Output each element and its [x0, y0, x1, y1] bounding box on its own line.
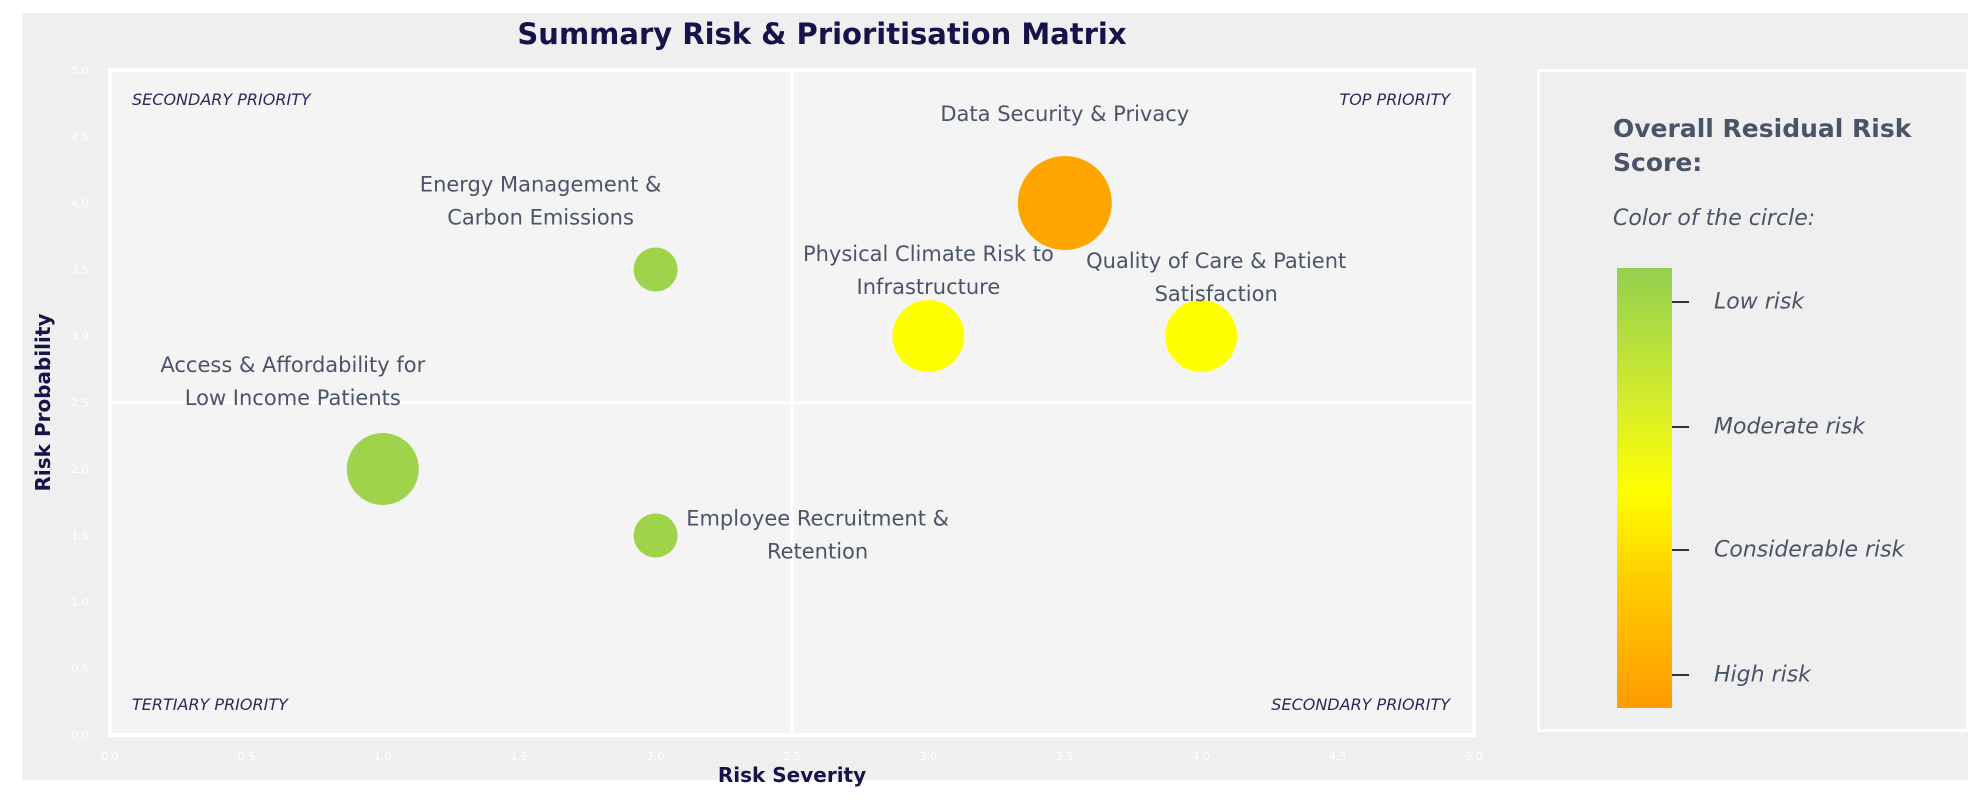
quadrant-label-top-right: TOP PRIORITY [1339, 90, 1451, 109]
legend-tick [1672, 301, 1689, 303]
x-tick-label: 0.5 [238, 750, 256, 763]
bubble-point [633, 247, 678, 292]
bubble-label: Physical Climate Risk to [803, 242, 1054, 266]
quadrant-label-bottom-left: TERTIARY PRIORITY [132, 695, 289, 714]
y-tick-label: 4.5 [71, 131, 89, 144]
bubble-point [346, 433, 419, 505]
y-tick-label: 0.0 [71, 729, 89, 742]
y-tick-label: 2.5 [71, 397, 89, 410]
x-tick-label: 2.5 [783, 750, 801, 763]
bubble-point [1165, 300, 1238, 372]
bubble-label: Carbon Emissions [447, 206, 634, 230]
bubble-label: Infrastructure [857, 275, 1001, 299]
bubble-label: Access & Affordability for [160, 353, 425, 377]
legend-panel: Overall Residual Risk Score: Color of th… [1537, 69, 1969, 732]
bubble-label: Satisfaction [1155, 282, 1278, 306]
x-tick-label: 1.5 [510, 750, 528, 763]
quadrant-label-top-left: SECONDARY PRIORITY [132, 90, 312, 109]
y-tick-label: 3.5 [71, 264, 89, 277]
chart-title: Summary Risk & Prioritisation Matrix [517, 17, 1126, 51]
bubble-point [633, 513, 678, 558]
x-tick-label: 3.5 [1056, 750, 1074, 763]
y-tick-label: 4.0 [71, 197, 89, 210]
legend-tick [1672, 674, 1689, 676]
y-tick-label: 2.0 [71, 463, 89, 476]
bubble-label: Data Security & Privacy [940, 102, 1189, 126]
legend-subtitle: Color of the circle: [1613, 206, 1816, 231]
legend-color-bar [1617, 268, 1672, 708]
y-tick-label: 0.5 [71, 663, 89, 676]
y-tick-label: 1.0 [71, 596, 89, 609]
quadrant-label-bottom-right: SECONDARY PRIORITY [1271, 695, 1451, 714]
bubble-point [892, 300, 965, 372]
bubble-label: Retention [767, 540, 868, 564]
y-axis-label: Risk Probability [31, 314, 55, 492]
y-tick-label: 3.0 [71, 330, 89, 343]
bubble-label: Energy Management & [420, 173, 662, 197]
bubble-label: Low Income Patients [185, 386, 401, 410]
bubble-point [1017, 156, 1112, 250]
legend-tick [1672, 426, 1689, 428]
bubble-label: Quality of Care & Patient [1086, 249, 1346, 273]
x-tick-label: 3.0 [920, 750, 938, 763]
x-tick-label: 1.0 [374, 750, 392, 763]
x-tick-label: 0.0 [101, 750, 119, 763]
x-tick-label: 4.5 [1329, 750, 1347, 763]
legend-label-low: Low risk [1714, 289, 1805, 315]
y-tick-label: 1.5 [71, 530, 89, 543]
legend-label-considerable: Considerable risk [1714, 537, 1905, 563]
bubble-label: Employee Recruitment & [686, 507, 949, 531]
x-axis-label: Risk Severity [718, 763, 866, 787]
x-tick-label: 4.0 [1192, 750, 1210, 763]
y-tick-label: 5.0 [71, 64, 89, 77]
x-tick-label: 2.0 [647, 750, 665, 763]
x-tick-label: 5.0 [1465, 750, 1483, 763]
legend-label-moderate: Moderate risk [1714, 414, 1865, 440]
legend-label-high: High risk [1714, 662, 1811, 688]
legend-title: Overall Residual Risk Score: [1613, 114, 1912, 177]
legend-tick [1672, 549, 1689, 551]
